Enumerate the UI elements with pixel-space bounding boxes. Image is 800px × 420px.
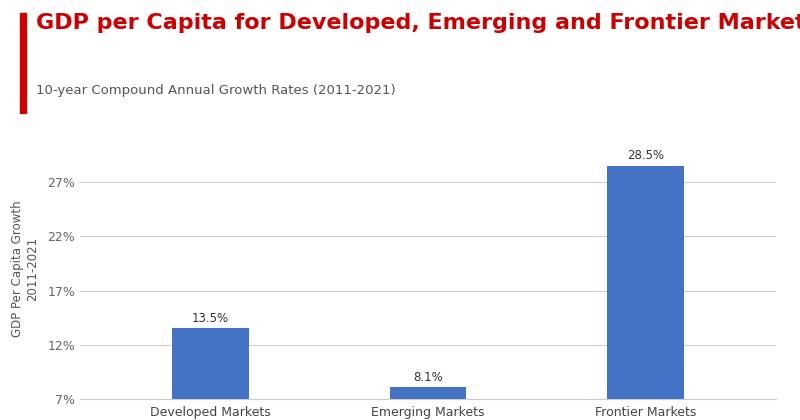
Bar: [607, 166, 683, 399]
Text: 8.1%: 8.1%: [413, 371, 443, 384]
Text: 28.5%: 28.5%: [627, 150, 664, 163]
Y-axis label: GDP Per Capita Growth
2011-2021: GDP Per Capita Growth 2011-2021: [11, 200, 39, 337]
Text: GDP per Capita for Developed, Emerging and Frontier Markets: GDP per Capita for Developed, Emerging a…: [36, 13, 800, 33]
Text: 13.5%: 13.5%: [192, 312, 229, 325]
Bar: [173, 328, 249, 399]
Bar: [390, 387, 466, 399]
Text: 10-year Compound Annual Growth Rates (2011-2021): 10-year Compound Annual Growth Rates (20…: [36, 84, 396, 97]
